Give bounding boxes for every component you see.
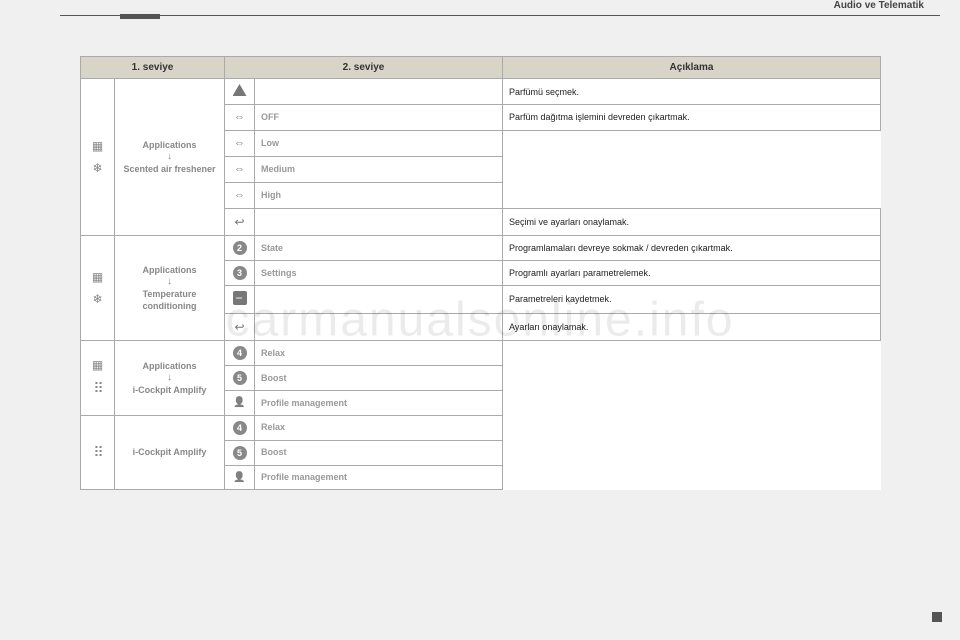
description-cell: Parfüm dağıtma işlemini devreden çıkartm…: [503, 105, 881, 131]
level2-icon-cell: 3: [225, 260, 255, 285]
step-5-icon: 5: [233, 371, 247, 385]
path-bottom: Scented air freshener: [123, 164, 215, 174]
level2-label: Boost: [255, 440, 503, 465]
swap-icon: ⇔: [234, 111, 245, 123]
table-header-row: 1. seviye 2. seviye Açıklama: [81, 57, 881, 79]
level1-path-cell: Applications ↓ i-Cockpit Amplify: [115, 341, 225, 416]
description-cell: Parametreleri kaydetmek.: [503, 285, 881, 313]
level2-icon-cell: ↩: [225, 313, 255, 340]
apps-icon: [87, 357, 108, 373]
header-rule: [60, 8, 940, 16]
table-row: Applications↓Scented air freshenerParfüm…: [81, 79, 881, 105]
step-5-icon: 5: [233, 446, 247, 460]
amplify-app-icon: [87, 379, 108, 398]
level2-icon-cell: ⇔: [225, 105, 255, 131]
level2-icon-cell: [225, 79, 255, 105]
level2-icon-cell: ⇔: [225, 182, 255, 208]
arrow-down-icon: ↓: [121, 373, 218, 383]
chapter-title: Audio ve Telematik: [828, 0, 930, 11]
path-bottom: Temperature conditioning: [143, 289, 197, 311]
swap-icon: ⇔: [234, 189, 245, 201]
level1-icon-cell: [81, 341, 115, 416]
path-bottom: i-Cockpit Amplify: [133, 385, 207, 395]
amplify-app-icon: [87, 443, 108, 462]
level2-label: Relax: [255, 341, 503, 366]
step-3-icon: 3: [233, 266, 247, 280]
step-4-icon: 4: [233, 421, 247, 435]
level1-icon-cell: [81, 79, 115, 236]
fragrance-icon: [233, 84, 247, 96]
page-marker: [932, 612, 942, 622]
level2-icon-cell: 2: [225, 235, 255, 260]
swap-icon: ⇔: [234, 137, 245, 149]
level2-icon-cell: ⇔: [225, 156, 255, 182]
level2-label: Relax: [255, 415, 503, 440]
level1-path-cell: i-Cockpit Amplify: [115, 415, 225, 490]
level2-label: Settings: [255, 260, 503, 285]
level1-path-cell: Applications ↓ Scented air freshener: [115, 79, 225, 236]
climate-app-icon: [87, 291, 108, 307]
back-icon: ↩: [234, 320, 244, 334]
path-top: Applications: [142, 140, 196, 150]
level1-icon-cell: [81, 415, 115, 490]
level2-label: Medium: [255, 156, 503, 182]
level2-icon-cell: [225, 465, 255, 490]
path-top: i-Cockpit Amplify: [133, 447, 207, 457]
back-icon: ↩: [234, 215, 244, 229]
step-4-icon: 4: [233, 346, 247, 360]
level2-label: Profile management: [255, 465, 503, 490]
col-level2: 2. seviye: [225, 57, 503, 79]
description-cell: Ayarları onaylamak.: [503, 313, 881, 340]
table-row: Applications↓i-Cockpit Amplify4Relax: [81, 341, 881, 366]
level2-icon-cell: ⇔: [225, 130, 255, 156]
level2-label: OFF: [255, 105, 503, 131]
level2-icon-cell: [225, 391, 255, 416]
profile-icon: [233, 397, 245, 407]
table-row: Applications↓Temperature conditioning2St…: [81, 235, 881, 260]
arrow-down-icon: ↓: [121, 277, 218, 287]
level2-label: Boost: [255, 366, 503, 391]
step-2-icon: 2: [233, 241, 247, 255]
level2-label: Profile management: [255, 391, 503, 416]
description-cell: Seçimi ve ayarları onaylamak.: [503, 208, 881, 235]
level2-label: [255, 208, 503, 235]
col-level1: 1. seviye: [81, 57, 225, 79]
swap-icon: ⇔: [234, 163, 245, 175]
header-accent: [120, 14, 160, 19]
col-desc: Açıklama: [503, 57, 881, 79]
apps-icon: [87, 269, 108, 285]
level2-label: [255, 313, 503, 340]
level2-label: State: [255, 235, 503, 260]
arrow-down-icon: ↓: [121, 152, 218, 162]
level1-icon-cell: [81, 235, 115, 340]
fragrance-app-icon: [87, 160, 108, 176]
save-icon: [233, 291, 247, 305]
description-cell: Parfümü seçmek.: [503, 79, 881, 105]
level2-icon-cell: 5: [225, 440, 255, 465]
path-top: Applications: [142, 265, 196, 275]
level2-icon-cell: 5: [225, 366, 255, 391]
level2-label: Low: [255, 130, 503, 156]
menu-table: 1. seviye 2. seviye Açıklama Application…: [80, 56, 881, 490]
level2-icon-cell: ↩: [225, 208, 255, 235]
level2-icon-cell: 4: [225, 415, 255, 440]
level2-icon-cell: [225, 285, 255, 313]
path-top: Applications: [142, 361, 196, 371]
level1-path-cell: Applications ↓ Temperature conditioning: [115, 235, 225, 340]
level2-label: High: [255, 182, 503, 208]
table-row: i-Cockpit Amplify4Relax: [81, 415, 881, 440]
description-cell: Programlı ayarları parametrelemek.: [503, 260, 881, 285]
profile-icon: [233, 472, 245, 482]
level2-label: [255, 285, 503, 313]
level2-label: [255, 79, 503, 105]
apps-icon: [87, 138, 108, 154]
description-cell: Programlamaları devreye sokmak / devrede…: [503, 235, 881, 260]
level2-icon-cell: 4: [225, 341, 255, 366]
